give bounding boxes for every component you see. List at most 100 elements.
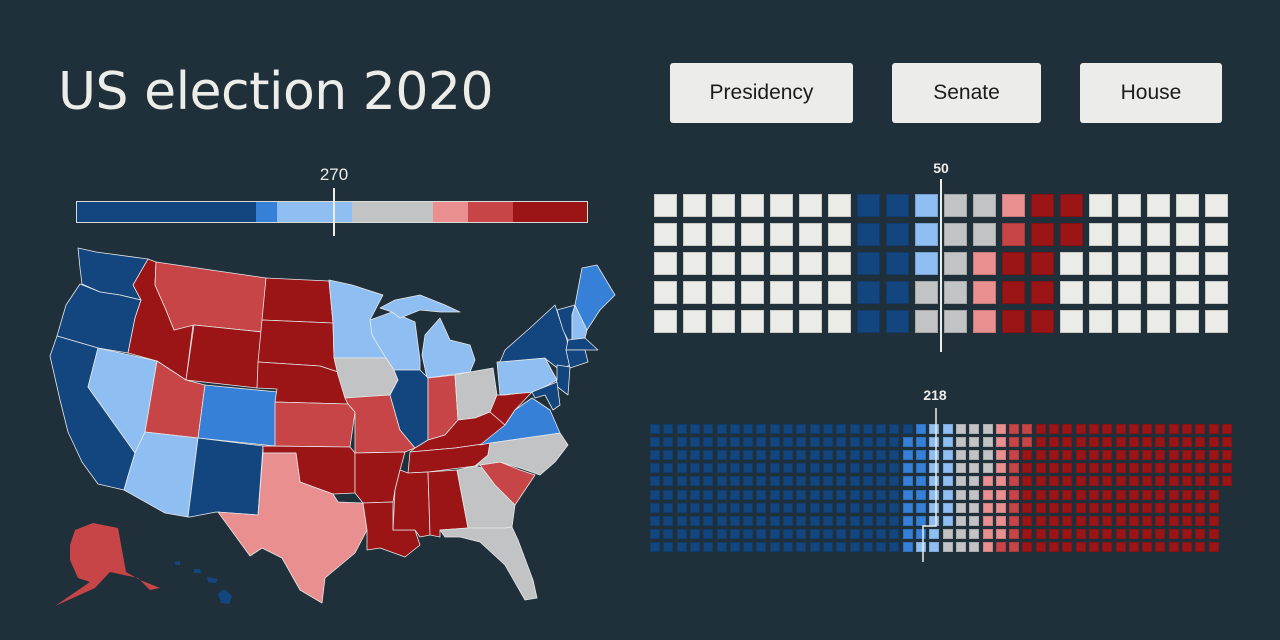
house-seat bbox=[889, 450, 900, 461]
house-seat bbox=[689, 528, 700, 539]
house-seat bbox=[995, 437, 1006, 448]
house-seat bbox=[756, 463, 767, 474]
ev-segment-likely-rep bbox=[468, 202, 514, 222]
senate-seat bbox=[1089, 281, 1112, 304]
state-ct[interactable] bbox=[565, 349, 589, 369]
house-seat bbox=[1195, 437, 1206, 448]
presidency-button[interactable]: Presidency bbox=[670, 63, 853, 123]
house-seat bbox=[729, 424, 740, 434]
state-mt[interactable] bbox=[154, 261, 267, 333]
house-seat bbox=[809, 450, 820, 461]
state-ms[interactable] bbox=[392, 469, 431, 538]
house-seat bbox=[995, 424, 1006, 434]
senate-button[interactable]: Senate bbox=[892, 63, 1041, 123]
house-seat bbox=[1155, 515, 1166, 526]
house-seat bbox=[1115, 424, 1126, 434]
house-seat bbox=[982, 502, 993, 513]
house-seat bbox=[942, 437, 953, 448]
house-seat bbox=[1182, 502, 1192, 513]
state-hi-1[interactable] bbox=[175, 561, 180, 565]
state-la[interactable] bbox=[362, 501, 421, 558]
house-seat bbox=[756, 489, 767, 500]
senate-seat bbox=[1118, 252, 1141, 275]
house-seat bbox=[769, 515, 780, 526]
senate-seat bbox=[683, 223, 706, 246]
senate-seat bbox=[1147, 281, 1170, 304]
state-nm[interactable] bbox=[187, 437, 264, 518]
senate-seat bbox=[1002, 281, 1025, 304]
state-ak[interactable] bbox=[55, 523, 160, 606]
state-co[interactable] bbox=[197, 384, 279, 447]
house-seat bbox=[729, 528, 740, 539]
house-seat bbox=[836, 502, 847, 513]
house-seat bbox=[929, 463, 940, 474]
state-ar[interactable] bbox=[354, 451, 406, 504]
house-seat bbox=[1182, 463, 1192, 474]
state-me[interactable] bbox=[574, 264, 616, 331]
senate-seat bbox=[741, 252, 764, 275]
house-button[interactable]: House bbox=[1080, 63, 1222, 123]
house-seat bbox=[876, 515, 887, 526]
senate-seat bbox=[770, 281, 793, 304]
house-seat bbox=[995, 541, 1006, 552]
house-seat bbox=[1075, 502, 1086, 513]
house-seat bbox=[822, 463, 833, 474]
house-seat bbox=[1022, 424, 1033, 434]
house-seat bbox=[809, 528, 820, 539]
house-seat bbox=[1088, 528, 1099, 539]
state-hi-4[interactable] bbox=[218, 589, 232, 604]
house-seat bbox=[1155, 528, 1166, 539]
state-ny[interactable] bbox=[499, 304, 571, 371]
state-ks[interactable] bbox=[274, 401, 356, 448]
state-nd[interactable] bbox=[261, 277, 334, 324]
house-seat bbox=[1035, 463, 1046, 474]
state-va[interactable] bbox=[479, 397, 561, 446]
house-seat bbox=[876, 476, 887, 487]
house-seat bbox=[836, 450, 847, 461]
senate-seat bbox=[1118, 310, 1141, 333]
house-seat bbox=[809, 437, 820, 448]
house-seat bbox=[783, 450, 793, 461]
house-seat bbox=[1168, 502, 1179, 513]
senate-seat bbox=[915, 223, 938, 246]
senate-seat bbox=[1060, 223, 1083, 246]
house-seat bbox=[1088, 476, 1099, 487]
state-nc[interactable] bbox=[474, 432, 569, 476]
house-seat bbox=[942, 515, 953, 526]
state-ma[interactable] bbox=[565, 337, 599, 351]
state-nj[interactable] bbox=[554, 364, 571, 396]
house-seat bbox=[769, 437, 780, 448]
house-seat bbox=[849, 437, 860, 448]
house-seat bbox=[916, 541, 926, 552]
state-ia[interactable] bbox=[333, 357, 399, 399]
state-tx[interactable] bbox=[217, 452, 368, 604]
senate-seat bbox=[1205, 252, 1228, 275]
house-seat bbox=[676, 463, 687, 474]
house-seat bbox=[1115, 463, 1126, 474]
house-seat bbox=[769, 489, 780, 500]
house-seat bbox=[1062, 476, 1073, 487]
state-mi-up[interactable] bbox=[379, 294, 461, 319]
house-seat bbox=[836, 489, 847, 500]
senate-seat bbox=[944, 252, 967, 275]
house-seat bbox=[836, 476, 847, 487]
house-seat bbox=[783, 489, 793, 500]
senate-seat bbox=[1002, 223, 1025, 246]
state-fl[interactable] bbox=[439, 526, 538, 601]
state-hi-2[interactable] bbox=[194, 569, 201, 573]
house-seat bbox=[1208, 541, 1219, 552]
house-seat bbox=[1128, 450, 1139, 461]
senate-seat bbox=[1031, 252, 1054, 275]
house-seat bbox=[889, 424, 900, 434]
house-seat bbox=[1009, 541, 1020, 552]
state-md[interactable] bbox=[531, 381, 561, 411]
house-seat bbox=[902, 437, 913, 448]
house-seat bbox=[716, 476, 727, 487]
state-hi-3[interactable] bbox=[207, 577, 218, 583]
house-seat bbox=[929, 502, 940, 513]
house-seat bbox=[1049, 450, 1059, 461]
house-seat bbox=[796, 437, 807, 448]
state-mi[interactable] bbox=[421, 317, 476, 379]
house-seat bbox=[1102, 515, 1113, 526]
state-wy[interactable] bbox=[185, 324, 263, 389]
